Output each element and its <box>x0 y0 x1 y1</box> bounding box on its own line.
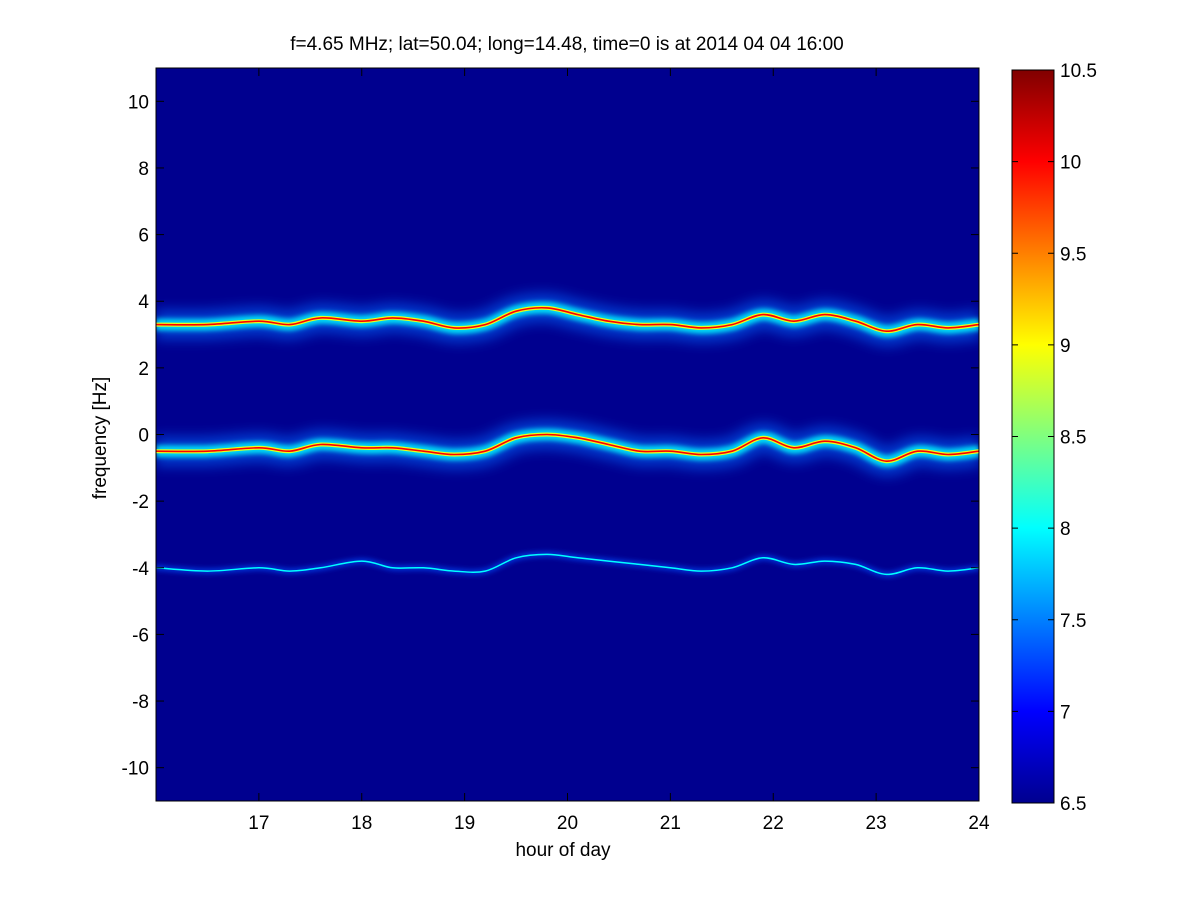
x-axis-label: hour of day <box>515 840 611 861</box>
trace-1 <box>156 292 979 347</box>
y-tick-label: 0 <box>138 426 149 447</box>
chart-title: f=4.65 MHz; lat=50.04; long=14.48, time=… <box>290 34 844 55</box>
y-tick-label: -2 <box>132 492 149 513</box>
x-axis: 17 18 19 20 21 22 23 24 <box>248 68 990 834</box>
y-tick-label: -8 <box>132 692 149 713</box>
colorbar-tick-label: 7 <box>1060 702 1071 723</box>
x-tick-label: 19 <box>454 813 475 834</box>
colorbar-tick-label: 8.5 <box>1060 428 1086 449</box>
y-tick-label: 8 <box>138 159 149 180</box>
colorbar-ticks: 6.5 7 7.5 8 8.5 9 9.5 10 10.5 <box>1012 61 1097 815</box>
x-tick-label: 18 <box>351 813 372 834</box>
colorbar-tick-label: 10 <box>1060 153 1081 174</box>
x-tick-label: 17 <box>248 813 269 834</box>
colorbar-tick-label: 8 <box>1060 519 1071 540</box>
colorbar-tick-label: 6.5 <box>1060 794 1086 815</box>
trace-peak <box>156 433 979 463</box>
plot-area <box>155 67 980 802</box>
y-tick-label: 2 <box>138 359 149 380</box>
y-axis-label: frequency [Hz] <box>90 377 111 500</box>
x-tick-label: 22 <box>763 813 784 834</box>
trace-3 <box>156 551 979 578</box>
x-tick-label: 24 <box>968 813 990 834</box>
x-tick-label: 23 <box>866 813 887 834</box>
x-tick-label: 21 <box>660 813 681 834</box>
y-tick-label: -4 <box>132 559 149 580</box>
y-tick-label: -6 <box>132 625 149 646</box>
colorbar-tick-label: 9 <box>1060 336 1071 357</box>
y-tick-label: -10 <box>122 759 149 780</box>
colorbar-tick-label: 9.5 <box>1060 244 1086 265</box>
y-tick-label: 4 <box>138 292 149 313</box>
trace-layer <box>156 292 979 578</box>
y-tick-label: 10 <box>128 92 149 113</box>
trace-2 <box>156 419 979 477</box>
y-axis: -10 -8 -6 -4 -2 0 2 4 6 8 10 <box>122 92 979 780</box>
trace-peak <box>156 306 979 333</box>
colorbar-gradient <box>1011 69 1055 804</box>
y-tick-label: 6 <box>138 226 149 247</box>
x-tick-label: 20 <box>557 813 578 834</box>
colorbar-tick-label: 10.5 <box>1060 61 1097 82</box>
colorbar-tick-label: 7.5 <box>1060 611 1086 632</box>
colorbar: 6.5 7 7.5 8 8.5 9 9.5 10 10.5 <box>1011 61 1097 815</box>
trace-core <box>156 553 979 576</box>
